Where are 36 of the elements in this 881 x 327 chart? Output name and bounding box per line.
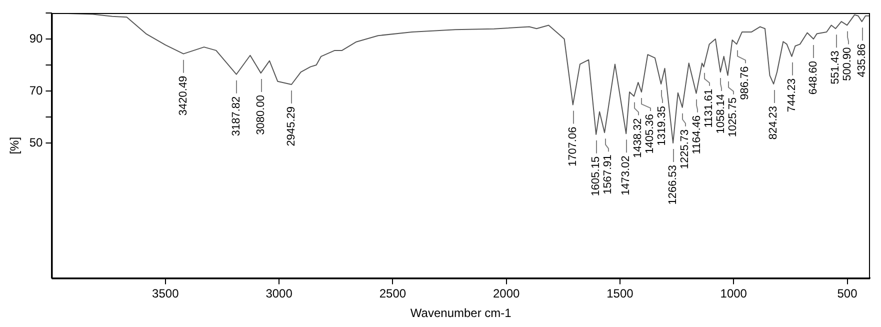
annotation: 1266.53 — [667, 165, 680, 205]
y-tick-label: 50 — [29, 135, 44, 150]
annotation: 648.60 — [808, 61, 820, 95]
annotation: 1405.36 — [644, 114, 656, 154]
y-tick-label: 70 — [29, 83, 44, 98]
annotation: 1567.91 — [602, 154, 614, 194]
annotation: 1164.46 — [691, 115, 704, 154]
annotation: 1319.35 — [656, 106, 668, 146]
x-tick-label: 1500 — [606, 286, 634, 301]
annotation: 986.76 — [739, 66, 752, 100]
annotation: 1473.02 — [620, 156, 632, 196]
annotation: 1605.15 — [590, 156, 602, 196]
x-tick-label: 2000 — [492, 286, 520, 301]
x-tick-label: 3000 — [266, 286, 293, 301]
x-tick-label: 2500 — [379, 286, 406, 301]
annotation: 2945.29 — [286, 106, 298, 146]
y-tick-label: 90 — [29, 31, 44, 46]
annotation: 500.90 — [842, 47, 854, 81]
annotation: 1707.06 — [566, 126, 579, 167]
annotation: 1058.14 — [715, 94, 728, 134]
annotation: 551.43 — [830, 50, 842, 84]
annotation: 824.23 — [768, 106, 780, 140]
annotation: 3420.49 — [177, 76, 190, 116]
x-axis-title: Wavenumber cm-1 — [410, 306, 512, 320]
annotation: 3187.82 — [230, 96, 242, 136]
annotation: 1025.75 — [727, 97, 740, 138]
x-tick-label: 3500 — [152, 286, 180, 301]
annotation: 3080.00 — [254, 95, 267, 135]
annotation: 744.23 — [786, 78, 798, 112]
annotation: 1131.61 — [703, 88, 716, 128]
annotation: 1225.73 — [679, 129, 692, 170]
y-axis-title: [%] — [8, 136, 22, 154]
x-tick-label: 500 — [837, 286, 858, 301]
annotation: 435.86 — [856, 44, 868, 78]
x-tick-label: 1000 — [720, 286, 748, 301]
annotation: 1438.32 — [632, 118, 644, 158]
